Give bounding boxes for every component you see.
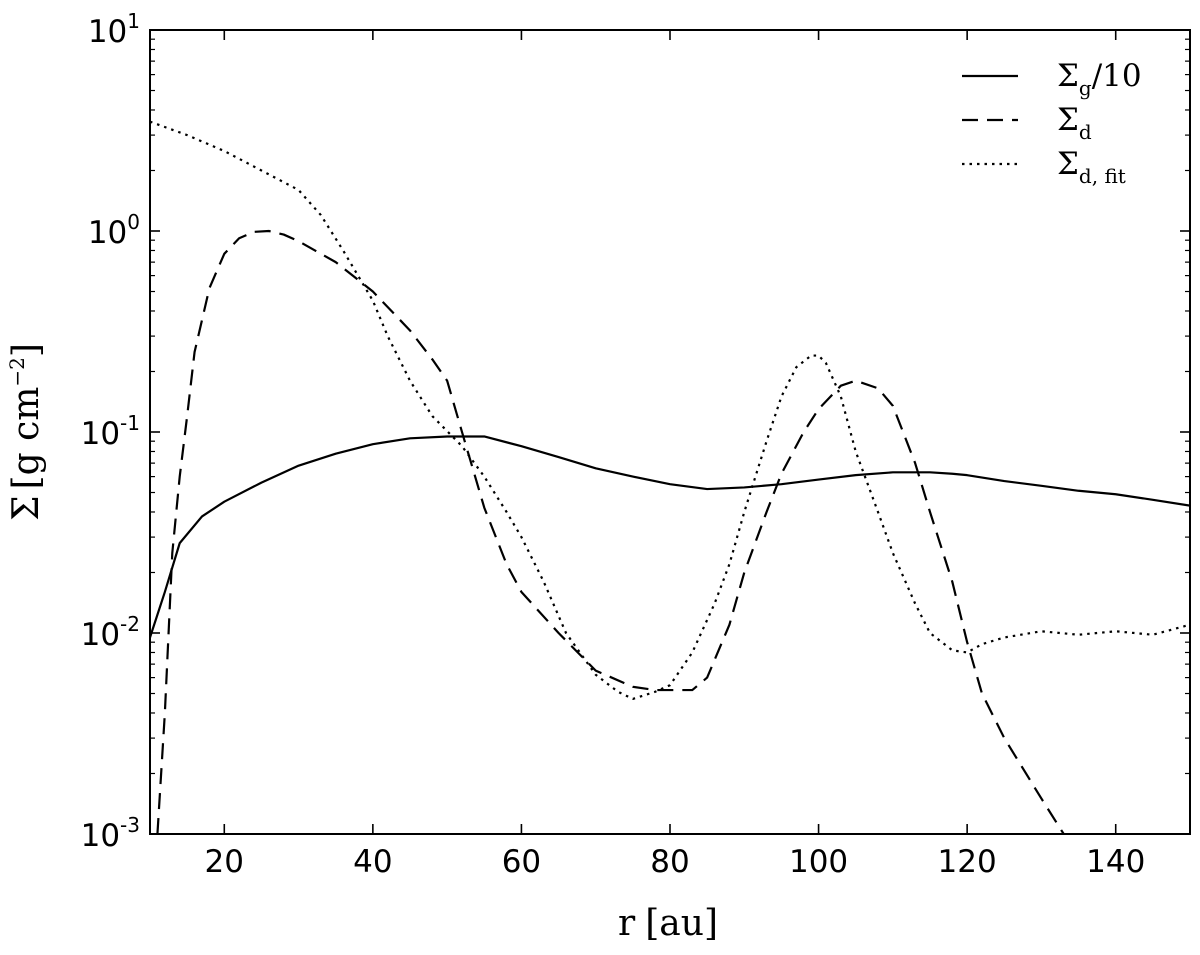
- y-tick-label-3: 100: [88, 210, 140, 251]
- y-tick-label-4: 101: [88, 9, 140, 50]
- x-axis-label: r [au]: [618, 903, 718, 944]
- x-tick-label-0: 20: [205, 844, 244, 880]
- ticks-layer: 20 40 60 80 100 120 140 10-3 10-2 10-1 100 101: [81, 9, 1190, 880]
- series-line-0: [150, 435, 1190, 638]
- y-tick-label-2: 10-1: [81, 411, 140, 452]
- y-axis-unit: g cm: [6, 387, 47, 476]
- y-tick-label-1: 10-2: [81, 612, 140, 653]
- x-tick-label-3: 80: [650, 844, 689, 880]
- x-tick-label-4: 100: [789, 844, 848, 880]
- y-axis-label: Σ[g cm−2]: [5, 343, 47, 521]
- series-line-2: [150, 120, 1190, 701]
- plot-frame: [149, 29, 1191, 835]
- x-tick-label-5: 120: [938, 844, 997, 880]
- y-axis-unit-exp: −2: [5, 357, 29, 386]
- x-tick-label-2: 60: [502, 844, 541, 880]
- legend-label-0: Σg/10: [1057, 58, 1142, 100]
- y-tick-label-0: 10-3: [81, 813, 140, 854]
- series-layer: [150, 120, 1190, 834]
- series-line-1: [156, 229, 1066, 834]
- x-tick-label-1: 40: [353, 844, 392, 880]
- y-axis-symbol: Σ: [6, 495, 47, 520]
- legend-label-2: Σd, fit: [1057, 146, 1126, 188]
- x-axis-unit: au: [659, 903, 704, 944]
- legend-label-1: Σd: [1057, 102, 1092, 144]
- x-axis-symbol: r: [618, 903, 636, 944]
- x-tick-label-6: 140: [1086, 844, 1145, 880]
